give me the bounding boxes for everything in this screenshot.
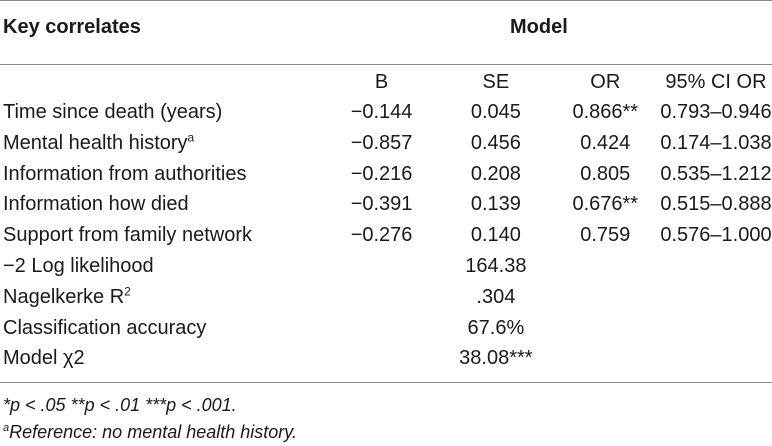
cell-ci: 0.576–1.000 (660, 224, 772, 247)
superscript-a: a (187, 130, 195, 145)
cell-se: 0.208 (470, 162, 521, 185)
row-label: Support from family network (3, 224, 252, 247)
cell-ci: 0.793–0.946 (660, 101, 772, 123)
column-header-se: SE (482, 71, 510, 93)
header-key-correlates: Key correlates (3, 16, 141, 38)
cell-ci: 0.535–1.212 (660, 162, 772, 185)
row-label: Information from authorities (3, 162, 247, 185)
cell-b: −0.391 (350, 193, 413, 216)
cell-b: −0.216 (350, 162, 413, 185)
regression-table: B SE OR 95% CI OR Time since death (year… (0, 68, 772, 374)
stat-label: Nagelkerke R2 (3, 284, 131, 308)
footnote-reference: aReference: no mental health history. (3, 422, 297, 442)
top-rule (0, 0, 772, 1)
table-row: Information how died −0.391 0.139 0.676*… (0, 189, 772, 220)
model-stat-row: Nagelkerke R2 .304 (0, 282, 772, 313)
stat-value: 164.38 (465, 254, 527, 277)
footnote-reference-marker: a (3, 422, 10, 434)
table-header-row: Key correlates Model (0, 16, 772, 44)
stat-label: Classification accuracy (3, 316, 207, 339)
column-header-b: B (374, 71, 389, 93)
bottom-rule (0, 382, 772, 383)
row-label: Time since death (years) (3, 101, 223, 123)
header-model: Model (510, 16, 568, 38)
column-header-or: OR (590, 71, 621, 93)
footnote-significance: *p < .05 **p < .01 ***p < .001. (3, 395, 237, 415)
row-label: Information how died (3, 193, 189, 216)
table-row: Time since death (years) −0.144 0.045 0.… (0, 97, 772, 128)
stat-value: .304 (476, 285, 516, 308)
cell-b: −0.144 (350, 101, 413, 123)
cell-or: 0.805 (580, 162, 631, 185)
table-row: Information from authorities −0.216 0.20… (0, 159, 772, 190)
superscript-2: 2 (124, 284, 131, 299)
cell-b: −0.857 (350, 131, 413, 154)
cell-b: −0.276 (350, 224, 413, 247)
cell-ci: 0.515–0.888 (660, 193, 772, 216)
stat-value: 38.08*** (459, 347, 533, 370)
column-header-row: B SE OR 95% CI OR (0, 68, 772, 97)
cell-or: 0.759 (580, 224, 631, 247)
cell-se: 0.045 (470, 101, 521, 123)
column-header-ci: 95% CI OR (665, 71, 767, 93)
cell-or: 0.424 (580, 131, 631, 154)
cell-se: 0.140 (470, 224, 521, 247)
footnotes: *p < .05 **p < .01 ***p < .001. aReferen… (3, 392, 297, 446)
column-header-label (0, 68, 322, 97)
table-row: Support from family network −0.276 0.140… (0, 220, 772, 251)
cell-se: 0.139 (470, 193, 521, 216)
cell-se: 0.456 (470, 131, 521, 154)
model-stat-row: −2 Log likelihood 164.38 (0, 251, 772, 282)
header-rule (0, 64, 772, 65)
stat-value: 67.6% (467, 316, 525, 339)
cell-ci: 0.174–1.038 (660, 131, 772, 154)
cell-or: 0.866** (572, 101, 639, 123)
model-stat-row: Classification accuracy 67.6% (0, 313, 772, 344)
row-label: Mental health historya (3, 130, 195, 154)
table-row: Mental health historya −0.857 0.456 0.42… (0, 128, 772, 159)
cell-or: 0.676** (572, 193, 639, 216)
stat-label: Model χ2 (3, 347, 85, 370)
model-stat-row: Model χ2 38.08*** (0, 343, 772, 374)
stat-label: −2 Log likelihood (3, 254, 154, 277)
